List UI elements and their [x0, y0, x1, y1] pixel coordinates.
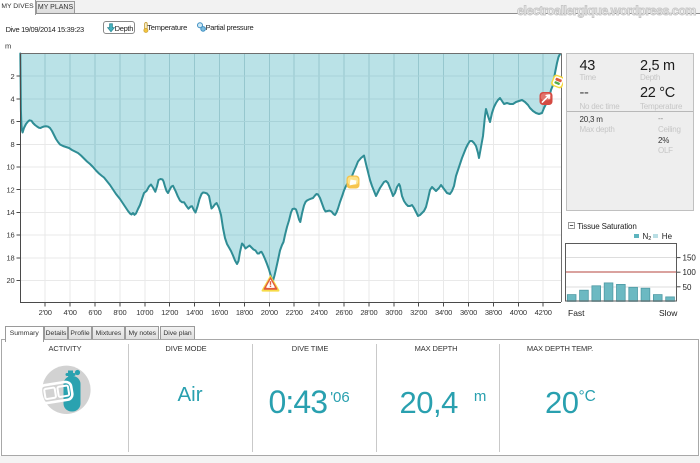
svg-text:10'00: 10'00	[136, 308, 153, 317]
svg-text:18: 18	[7, 253, 15, 262]
svg-text:4'00: 4'00	[64, 308, 77, 317]
svg-text:2: 2	[11, 72, 15, 81]
svg-text:2'00: 2'00	[39, 308, 52, 317]
svg-text:50: 50	[683, 283, 692, 292]
svg-text:24'00: 24'00	[311, 308, 328, 317]
svg-text:8'00: 8'00	[113, 308, 126, 317]
svg-text:16'00: 16'00	[211, 308, 228, 317]
svg-text:20: 20	[7, 276, 15, 285]
svg-text:4: 4	[11, 95, 15, 104]
svg-text:6'00: 6'00	[88, 308, 101, 317]
svg-text:10: 10	[7, 163, 15, 172]
svg-text:14: 14	[7, 208, 15, 217]
svg-text:14'00: 14'00	[186, 308, 203, 317]
svg-text:150: 150	[683, 254, 697, 263]
svg-text:26'00: 26'00	[335, 308, 352, 317]
svg-text:40'00: 40'00	[510, 308, 527, 317]
svg-text:18'00: 18'00	[236, 308, 253, 317]
svg-text:16: 16	[7, 231, 15, 240]
svg-text:12'00: 12'00	[161, 308, 178, 317]
svg-text:8: 8	[11, 140, 15, 149]
svg-text:42'00: 42'00	[535, 308, 552, 317]
svg-text:34'00: 34'00	[435, 308, 452, 317]
svg-text:38'00: 38'00	[485, 308, 502, 317]
svg-text:6: 6	[11, 117, 15, 126]
svg-text:36'00: 36'00	[460, 308, 477, 317]
svg-text:32'00: 32'00	[410, 308, 427, 317]
svg-text:28'00: 28'00	[360, 308, 377, 317]
svg-text:22'00: 22'00	[286, 308, 303, 317]
svg-text:m: m	[5, 42, 11, 51]
svg-text:30'00: 30'00	[385, 308, 402, 317]
svg-text:20'00: 20'00	[261, 308, 278, 317]
svg-text:12: 12	[7, 185, 15, 194]
svg-text:100: 100	[683, 268, 697, 277]
